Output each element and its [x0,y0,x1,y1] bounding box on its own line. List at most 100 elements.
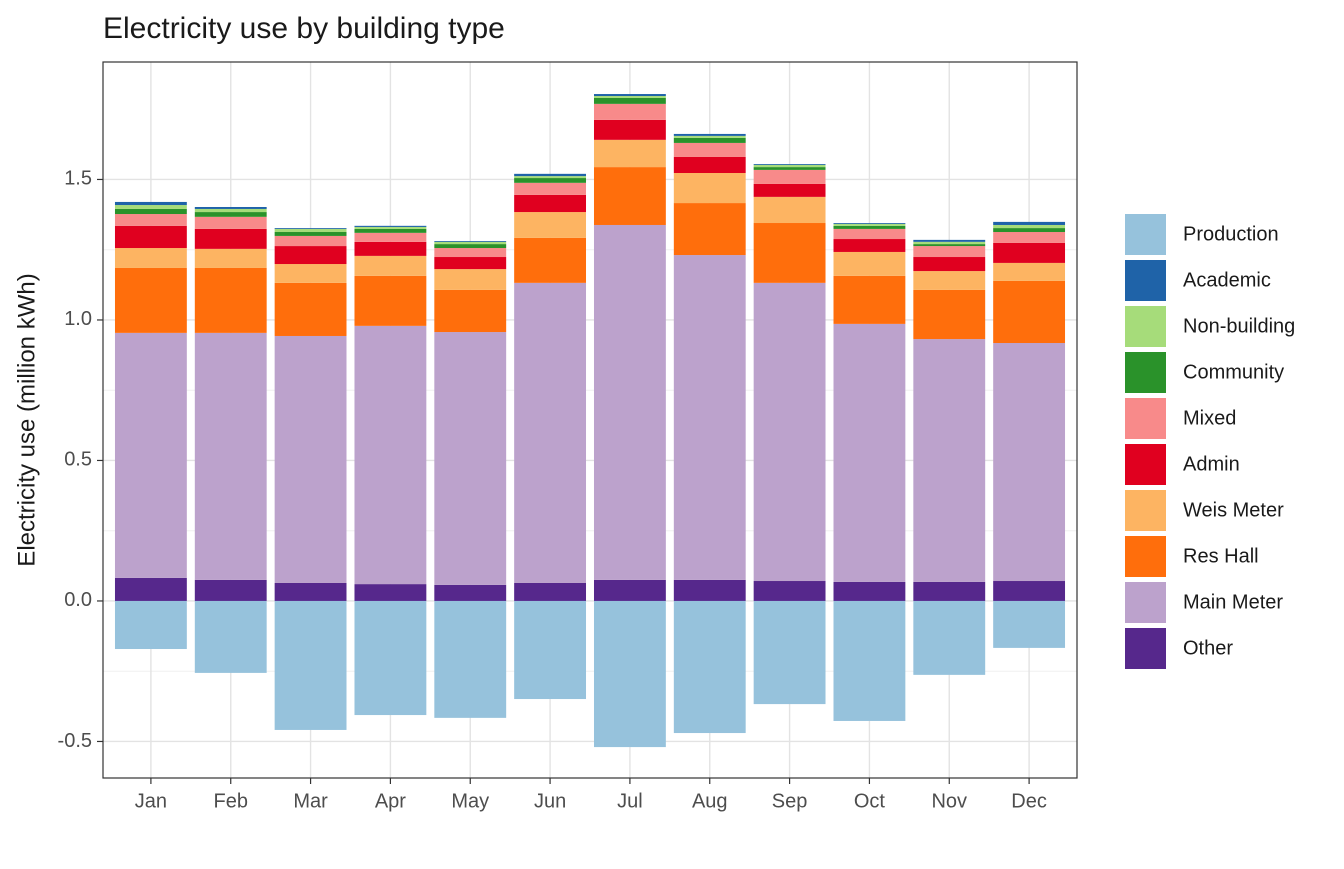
bar-segment [913,271,986,290]
legend-label: Mixed [1183,407,1236,429]
bar-segment [913,289,986,340]
panel-border [102,61,1078,779]
legend-label: Admin [1183,453,1240,475]
bar-segment [114,600,187,650]
bar-segment [673,137,746,143]
bar-segment [673,203,746,256]
bar-segment [673,172,746,204]
bar-segment [354,325,427,585]
y-tick-label: 1.0 [64,308,92,330]
legend-label: Academic [1183,269,1271,291]
bar-segment [114,201,187,206]
x-tick-label: Oct [854,790,886,812]
legend-label: Production [1183,223,1279,245]
bar-segment [833,228,906,240]
legend-label: Other [1183,637,1233,659]
bar-segment [434,269,507,290]
bar-segment [274,228,347,229]
bar-segment [673,255,746,580]
bar-segment [833,275,906,324]
x-tick-label: Jul [617,790,643,812]
bar-segment [514,176,587,179]
x-tick-label: Dec [1011,790,1047,812]
bar-segment [753,164,826,168]
bar-segment [753,223,826,283]
bar-segment [993,262,1066,281]
bar-segment [753,169,826,184]
bar-segment [913,339,986,582]
bar-segment [194,248,267,268]
y-tick-label: -0.5 [58,730,92,752]
bar-segment [514,282,587,583]
bar-segment [753,167,826,170]
bar-segment [514,237,587,283]
bar-segment [274,232,347,236]
bar-segment [354,226,427,229]
bar-segment [753,282,826,582]
bar-segment [274,264,347,283]
bar-segment [913,600,986,675]
legend-swatch [1125,582,1166,623]
bar-segment [833,581,906,601]
legend-label: Weis Meter [1183,499,1284,521]
bar-segment [993,228,1066,233]
bar-segment [833,251,906,276]
bar-segment [354,232,427,242]
bar-segment [753,164,826,165]
bar-segment [114,214,187,226]
bar-segment [274,235,347,247]
bar-segment [833,225,906,229]
bar-segment [354,228,427,233]
bar-segment [514,600,587,700]
x-tick-label: Aug [692,790,728,812]
bar-segment [434,289,507,333]
bar-segment [993,581,1066,601]
bar-segment [993,221,1066,225]
bar-segment [354,255,427,276]
bar-segment [593,119,666,140]
bar-segment [274,582,347,601]
bar-segment [274,282,347,336]
bar-segment [194,228,267,249]
bar-segment [194,208,267,213]
y-tick-label: 0.5 [64,449,92,471]
bar-segment [194,212,267,217]
bar-segment [593,94,666,97]
bar-segment [833,323,906,582]
x-tick-label: Sep [772,790,808,812]
bar-segment [434,600,507,718]
bar-segment [194,206,267,209]
legend-swatch [1125,444,1166,485]
bar-segment [274,335,347,583]
axes: -0.5 0.0 0.5 1.0 1.5 Jan Feb Mar Apr May Jun Jul Aug… [58,168,1047,813]
bar-segment [274,228,347,233]
bar-segment [593,579,666,601]
bar-segment [913,239,986,242]
bar-segment [354,275,427,326]
bar-segment [114,208,187,215]
bar-segment [993,343,1066,582]
bar-segment [913,257,986,272]
bar-segment [993,224,1066,229]
bar-segment [434,241,507,242]
bar-segment [593,96,666,98]
bar-segment [753,183,826,197]
bar-segment [514,582,587,601]
legend-swatch [1125,306,1166,347]
legend-label: Res Hall [1183,545,1259,567]
x-tick-label: Jun [534,790,566,812]
bar-segment [993,232,1066,243]
bar-segment [434,244,507,249]
bar-segment [593,103,666,120]
bar-segment [593,167,666,225]
bar-segment [753,600,826,705]
bar-segment [913,581,986,601]
bar-segment [434,332,507,585]
bar-segment [194,332,267,580]
x-tick-label: Apr [375,790,406,812]
bar-segment [194,267,267,333]
legend-swatch [1125,398,1166,439]
bar-segment [673,135,746,138]
bar-segment [114,248,187,268]
bar-segment [673,579,746,601]
